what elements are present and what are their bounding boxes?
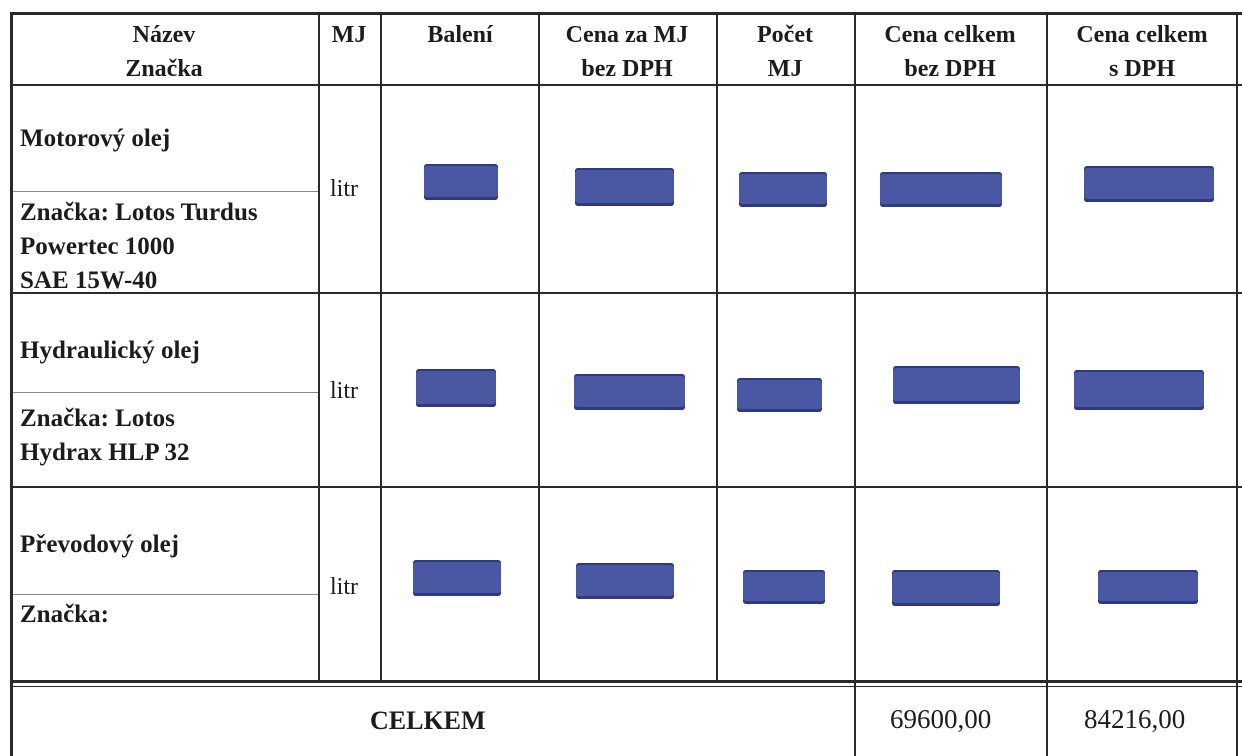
col-divider-6: [1046, 12, 1048, 756]
row1-total-gross-redaction: [1084, 166, 1214, 202]
row1-package-redaction: [424, 164, 498, 200]
row2-quantity-redaction: [737, 378, 822, 412]
row2-unit: litr: [330, 378, 358, 404]
row3-brand: Značka:: [20, 601, 109, 628]
header-total-gross: Cena celkem s DPH: [1076, 22, 1208, 82]
row3-unit-price-redaction: [576, 563, 674, 599]
header-package: Balení: [427, 22, 493, 48]
row1-unit: litr: [330, 176, 358, 202]
table-top-border: [10, 12, 1242, 15]
col-divider-4: [716, 12, 718, 680]
header-quantity: Počet MJ: [757, 22, 813, 82]
footer-total-gross: 84216,00: [1084, 704, 1186, 734]
row2-package-redaction: [416, 369, 496, 407]
col-divider-3: [538, 12, 540, 680]
row2-total-gross-redaction: [1074, 370, 1204, 410]
header-unit: MJ: [331, 22, 367, 48]
header-name: Název Značka: [125, 22, 203, 82]
row1-quantity-redaction: [739, 172, 827, 207]
row2-unit-price-redaction: [574, 374, 685, 410]
table-left-border: [10, 12, 13, 756]
row2-brand: Značka: Lotos Hydrax HLP 32: [20, 405, 190, 466]
header-bottom-border: [10, 84, 1242, 86]
row3-divider: [10, 594, 318, 595]
footer-top-border: [10, 680, 1242, 683]
col-divider-1: [318, 12, 320, 680]
row1-total-net-redaction: [880, 172, 1002, 207]
table-right-border: [1236, 12, 1238, 756]
row3-package-redaction: [413, 560, 501, 596]
row1-brand: Značka: Lotos Turdus Powertec 1000 SAE 15W…: [20, 199, 258, 294]
row3-total-net-redaction: [892, 570, 1000, 606]
footer-total-net: 69600,00: [890, 704, 992, 734]
footer-label: CELKEM: [370, 706, 486, 735]
row1-divider: [10, 191, 318, 192]
header-total-net: Cena celkem bez DPH: [884, 22, 1016, 82]
row1-unit-price-redaction: [575, 168, 674, 206]
footer-top-border-double: [10, 686, 1242, 687]
row1-name: Motorový olej: [20, 125, 171, 152]
col-divider-5: [854, 12, 856, 756]
row3-total-gross-redaction: [1098, 570, 1198, 604]
row2-total-net-redaction: [893, 366, 1020, 404]
row2-name: Hydraulický olej: [20, 337, 200, 364]
col-divider-2: [380, 12, 382, 680]
row2-bottom-border: [10, 486, 1242, 488]
row3-quantity-redaction: [743, 570, 825, 604]
row3-name: Převodový olej: [20, 531, 179, 558]
header-unit-price: Cena za MJ bez DPH: [565, 22, 689, 82]
row3-unit: litr: [330, 574, 358, 600]
row1-bottom-border: [10, 292, 1242, 294]
row2-divider: [10, 392, 318, 393]
